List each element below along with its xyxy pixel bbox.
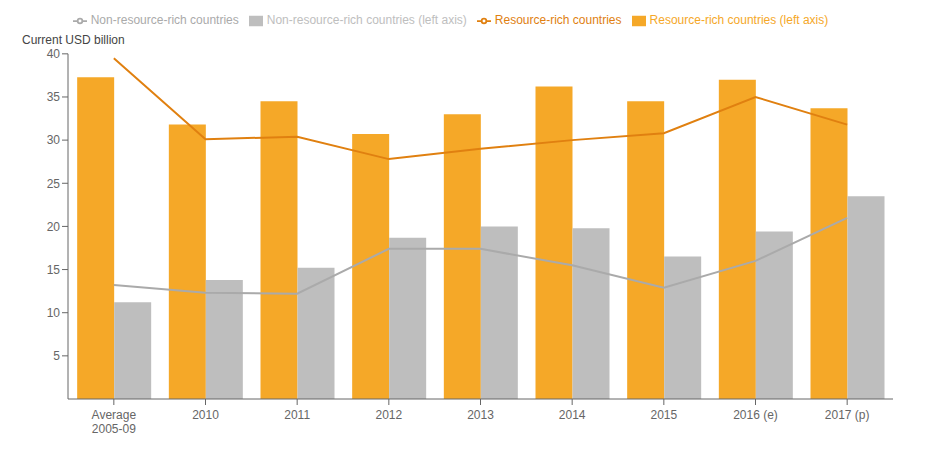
svg-text:30: 30 [47,133,61,147]
svg-text:2010: 2010 [192,408,219,422]
svg-text:2011: 2011 [284,408,310,422]
html-text:Non-resource-rich countries: Non-resource-rich countries [90,13,239,27]
svg-text:2013: 2013 [467,408,494,422]
svg-text:40: 40 [47,47,61,61]
html-text:Resource-rich countries: Resource-rich countries [494,13,622,27]
html-text:Non-resource-rich countries (l: Non-resource-rich countries (left axis) [266,13,467,27]
svg-text:Average2005-09: Average2005-09 [92,408,137,436]
html-text:Resource-rich countries (left: Resource-rich countries (left axis) [649,13,829,27]
svg-text:25: 25 [47,177,61,191]
svg-text:2014: 2014 [559,408,586,422]
svg-text:2017 (p): 2017 (p) [825,408,870,422]
svg-text:35: 35 [47,90,61,104]
svg-text:20: 20 [47,220,61,234]
svg-text:10: 10 [47,306,61,320]
svg-text:5: 5 [53,349,60,363]
svg-text:Current USD billion: Current USD billion [22,33,125,47]
svg-text:2012: 2012 [375,408,402,422]
svg-text:15: 15 [47,263,61,277]
svg-text:2016 (e): 2016 (e) [733,408,778,422]
svg-text:2015: 2015 [650,408,677,422]
